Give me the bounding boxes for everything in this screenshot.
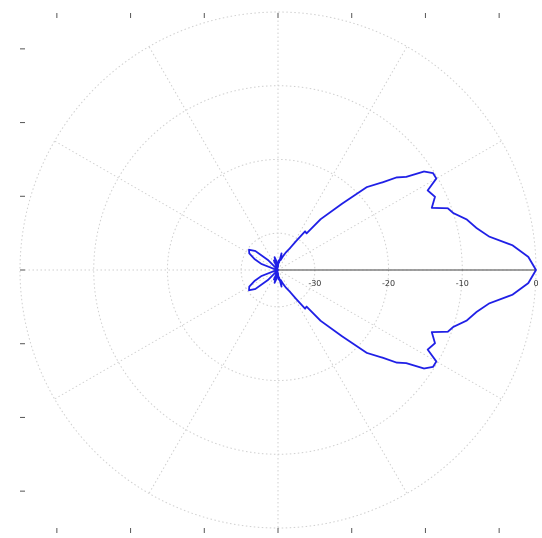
grid-spoke <box>148 269 279 494</box>
radial-tick-label: 0 <box>533 279 538 288</box>
grid-spoke <box>54 269 279 400</box>
radial-tick-label: -10 <box>456 279 469 288</box>
grid-spoke <box>148 46 279 271</box>
frame-ticks <box>20 13 500 533</box>
radial-tick-labels: -30 -20 -10 0 <box>308 279 538 288</box>
radial-tick-label: -30 <box>308 279 321 288</box>
grid-spoke <box>277 269 502 400</box>
grid-spoke <box>54 140 279 271</box>
radial-tick-label: -20 <box>382 279 395 288</box>
grid-spoke <box>277 269 408 494</box>
grid-spoke <box>277 46 408 271</box>
grid-spoke <box>277 140 502 271</box>
series-layer <box>248 170 537 370</box>
radiation-pattern-line <box>248 170 537 370</box>
